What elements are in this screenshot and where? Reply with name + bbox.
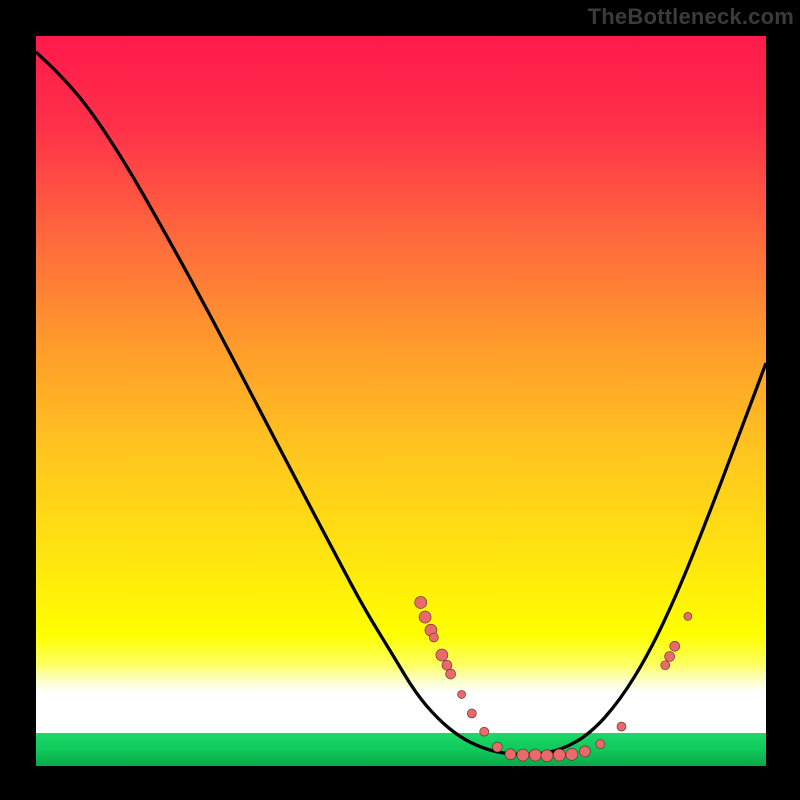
markers-group [415,596,692,761]
plot-area [36,36,766,766]
data-point-marker [553,749,565,761]
data-point-marker [458,690,466,698]
data-point-marker [670,641,680,651]
data-point-marker [579,746,590,757]
data-point-marker [492,742,502,752]
bottleneck-curve [36,52,766,754]
data-point-marker [529,749,541,761]
data-point-marker [446,669,456,679]
data-point-marker [566,748,578,760]
data-point-marker [505,749,516,760]
data-point-marker [419,611,431,623]
attribution-text: TheBottleneck.com [588,4,794,30]
data-point-marker [596,740,605,749]
data-point-marker [480,727,489,736]
data-point-marker [467,709,476,718]
data-point-marker [684,612,692,620]
data-point-marker [415,596,427,608]
curve-layer [36,36,766,766]
data-point-marker [541,750,553,762]
data-point-marker [517,749,529,761]
data-point-marker [429,633,438,642]
data-point-marker [436,649,448,661]
chart-stage: TheBottleneck.com [0,0,800,800]
data-point-marker [617,722,626,731]
data-point-marker [665,652,675,662]
data-point-marker [661,661,670,670]
